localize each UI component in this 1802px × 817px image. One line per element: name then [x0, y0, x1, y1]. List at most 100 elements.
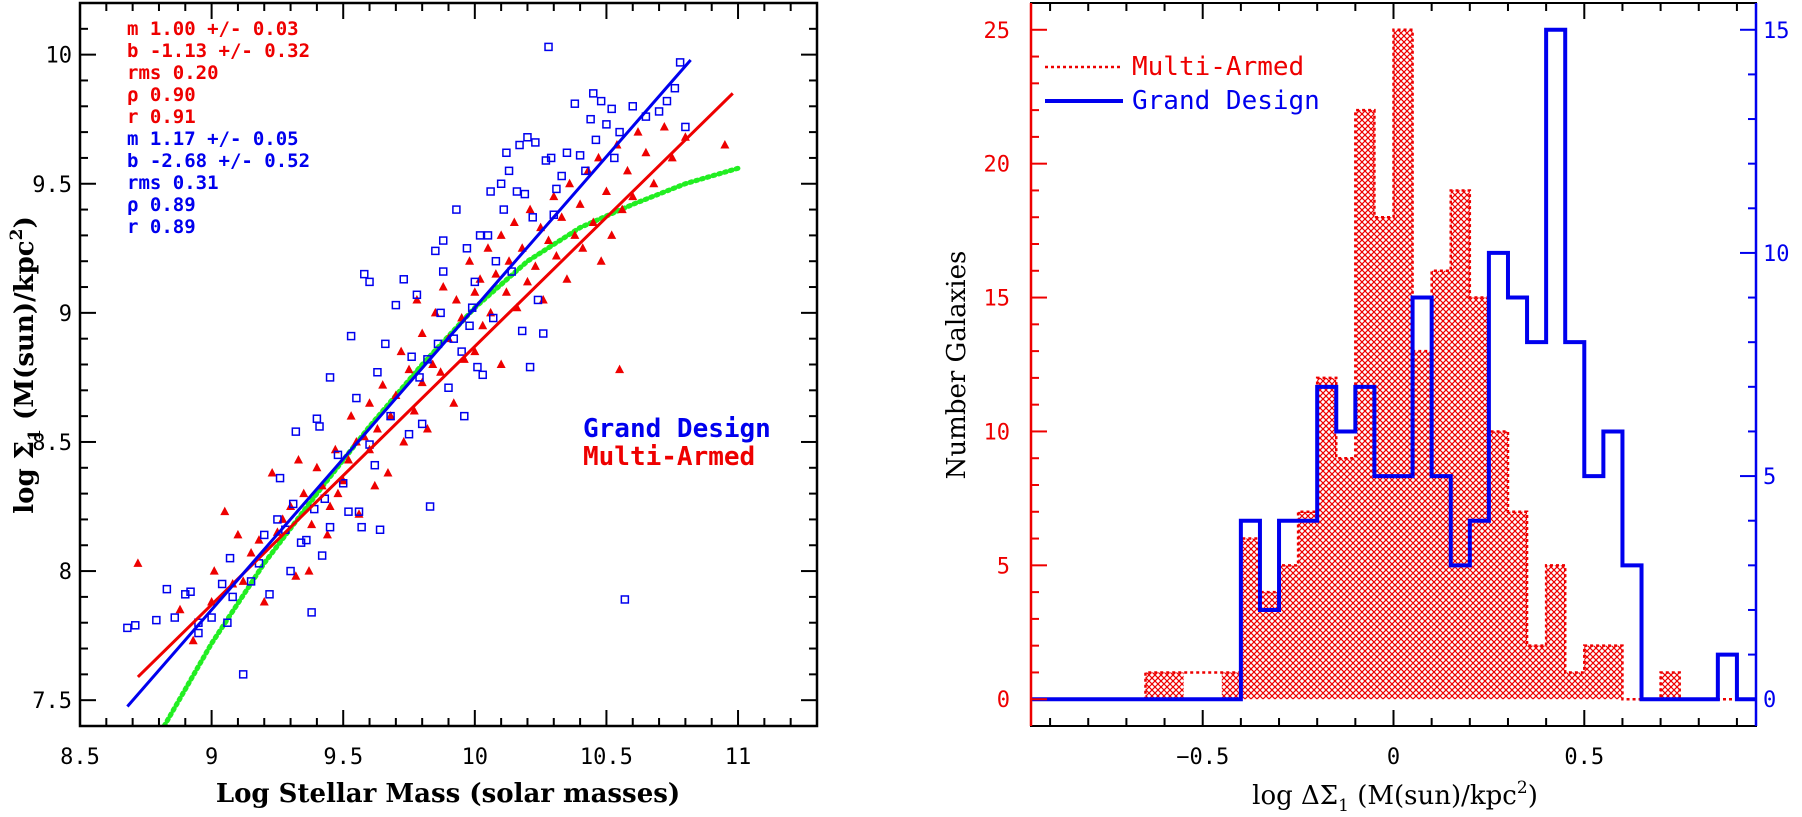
grand-design-point: [162, 584, 172, 594]
grand-design-point: [152, 615, 161, 625]
grand-design-point: [438, 267, 448, 276]
grand-design-point: [654, 107, 664, 116]
grand-design-point: [541, 156, 551, 165]
annot-grand-rms: rms 0.31: [127, 172, 219, 194]
multi-armed-point: [509, 217, 519, 226]
multi-armed-bar: [1565, 672, 1585, 700]
grand-design-point: [370, 460, 380, 470]
grand-design-point: [452, 205, 461, 214]
grand-design-point: [170, 613, 180, 622]
grand-design-point: [273, 515, 282, 524]
annot-grand-rho: ρ 0.89: [127, 194, 196, 216]
multi-armed-point: [372, 424, 382, 433]
grand-design-point: [475, 231, 485, 240]
grand-design-point: [575, 151, 585, 160]
multi-armed-point: [412, 294, 422, 304]
right-y-tick-label-right: 15: [1763, 19, 1790, 44]
multi-armed-point: [641, 147, 651, 157]
multi-armed-bar: [1279, 565, 1299, 700]
grand-design-point: [325, 373, 335, 382]
grand-design-point: [436, 308, 445, 318]
annot-multi-intercept: b -1.13 +/- 0.32: [127, 40, 310, 62]
multi-armed-point: [438, 282, 448, 291]
grand-design-point: [131, 621, 140, 630]
grand-design-point: [412, 290, 422, 300]
right-y-tick-label-right: 10: [1763, 242, 1790, 267]
grand-design-point: [207, 613, 216, 622]
grand-design-point: [681, 122, 690, 132]
left-y-axis-title: log Σ1 (M(sun)/kpc2): [7, 216, 45, 514]
grand-design-point: [462, 244, 472, 253]
grand-design-point: [589, 89, 598, 98]
grand-design-point: [488, 313, 498, 323]
multi-armed-point: [267, 467, 277, 477]
multi-armed-point: [449, 398, 459, 407]
multi-armed-point: [483, 243, 493, 252]
left-x-axis-title: Log Stellar Mass (solar masses): [216, 779, 680, 809]
grand-design-point: [315, 422, 324, 431]
grand-design-point: [615, 127, 624, 137]
multi-armed-point: [504, 256, 514, 265]
grand-design-point: [620, 595, 630, 604]
left-y-tick-label: 9.5: [32, 173, 72, 198]
left-fit-annotations: m 1.00 +/- 0.03 b -1.13 +/- 0.32 rms 0.2…: [127, 18, 310, 238]
grand-design-point: [483, 231, 493, 240]
grand-design-point: [486, 187, 495, 196]
multi-armed-point: [525, 204, 535, 214]
multi-armed-point: [607, 230, 617, 239]
grand-design-point: [357, 522, 366, 532]
multi-armed-bar: [1584, 645, 1604, 700]
grand-design-point: [407, 352, 416, 362]
multi-armed-point: [428, 359, 438, 368]
grand-design-point: [291, 427, 301, 436]
annot-grand-r: r 0.89: [127, 216, 196, 238]
grand-design-point: [123, 623, 132, 633]
multi-armed-point: [307, 519, 317, 529]
right-x-axis-title: log ΔΣ1 (M(sun)/kpc2): [1252, 778, 1538, 816]
multi-armed-bar: [1221, 672, 1241, 700]
annot-multi-rho: ρ 0.90: [127, 84, 196, 106]
left-panel: 8.5 9 9.5 10 10.5 11 7.5 8 8.5 9 9.5 10 m 1.00 +/- …: [7, 1, 819, 809]
multi-armed-bar: [1355, 110, 1375, 700]
multi-armed-point: [491, 269, 501, 278]
legend-label-multi: Multi-Armed: [1132, 52, 1304, 82]
grand-design-point: [499, 205, 509, 214]
multi-armed-bar: [1469, 297, 1489, 700]
right-y-tick-label-left: 0: [997, 688, 1010, 713]
grand-design-point: [391, 300, 401, 310]
grand-design-point: [338, 479, 348, 488]
multi-armed-point: [551, 251, 561, 260]
grand-design-point: [373, 367, 382, 377]
multi-armed-point: [259, 597, 269, 606]
grand-design-point: [502, 148, 511, 158]
right-data-layer: [1031, 27, 1756, 702]
grand-design-point: [544, 42, 553, 52]
right-y-tick-label-right: 0: [1763, 688, 1776, 713]
grand-design-point: [365, 277, 374, 287]
multi-armed-point: [133, 558, 143, 567]
grand-design-point: [317, 551, 327, 560]
multi-armed-point: [633, 127, 643, 136]
multi-armed-bar: [1336, 458, 1356, 700]
multi-armed-point: [325, 501, 335, 511]
legend-grand-design: Grand Design: [583, 414, 771, 444]
multi-armed-point: [470, 346, 480, 356]
grand-design-point: [520, 189, 530, 199]
grand-design-point: [539, 329, 548, 338]
left-plot-area: [123, 42, 741, 726]
grand-design-point: [670, 83, 680, 93]
grand-design-point: [662, 96, 672, 106]
grand-design-point: [417, 419, 427, 429]
grand-design-point: [515, 140, 524, 150]
multi-armed-point: [422, 424, 432, 433]
multi-armed-point: [246, 547, 256, 557]
grand-design-point: [444, 383, 453, 392]
grand-design-point: [557, 171, 566, 181]
right-axis-ticks: −0.5 0 0.5 0 5 10 15 20 25 0 5 10 15: [984, 3, 1790, 770]
grand-design-point: [607, 104, 616, 114]
multi-armed-point: [396, 346, 406, 356]
grand-design-point: [531, 138, 540, 147]
multi-armed-point: [575, 199, 585, 208]
multi-armed-point: [436, 367, 446, 376]
right-x-tick-label: 0: [1387, 745, 1400, 770]
